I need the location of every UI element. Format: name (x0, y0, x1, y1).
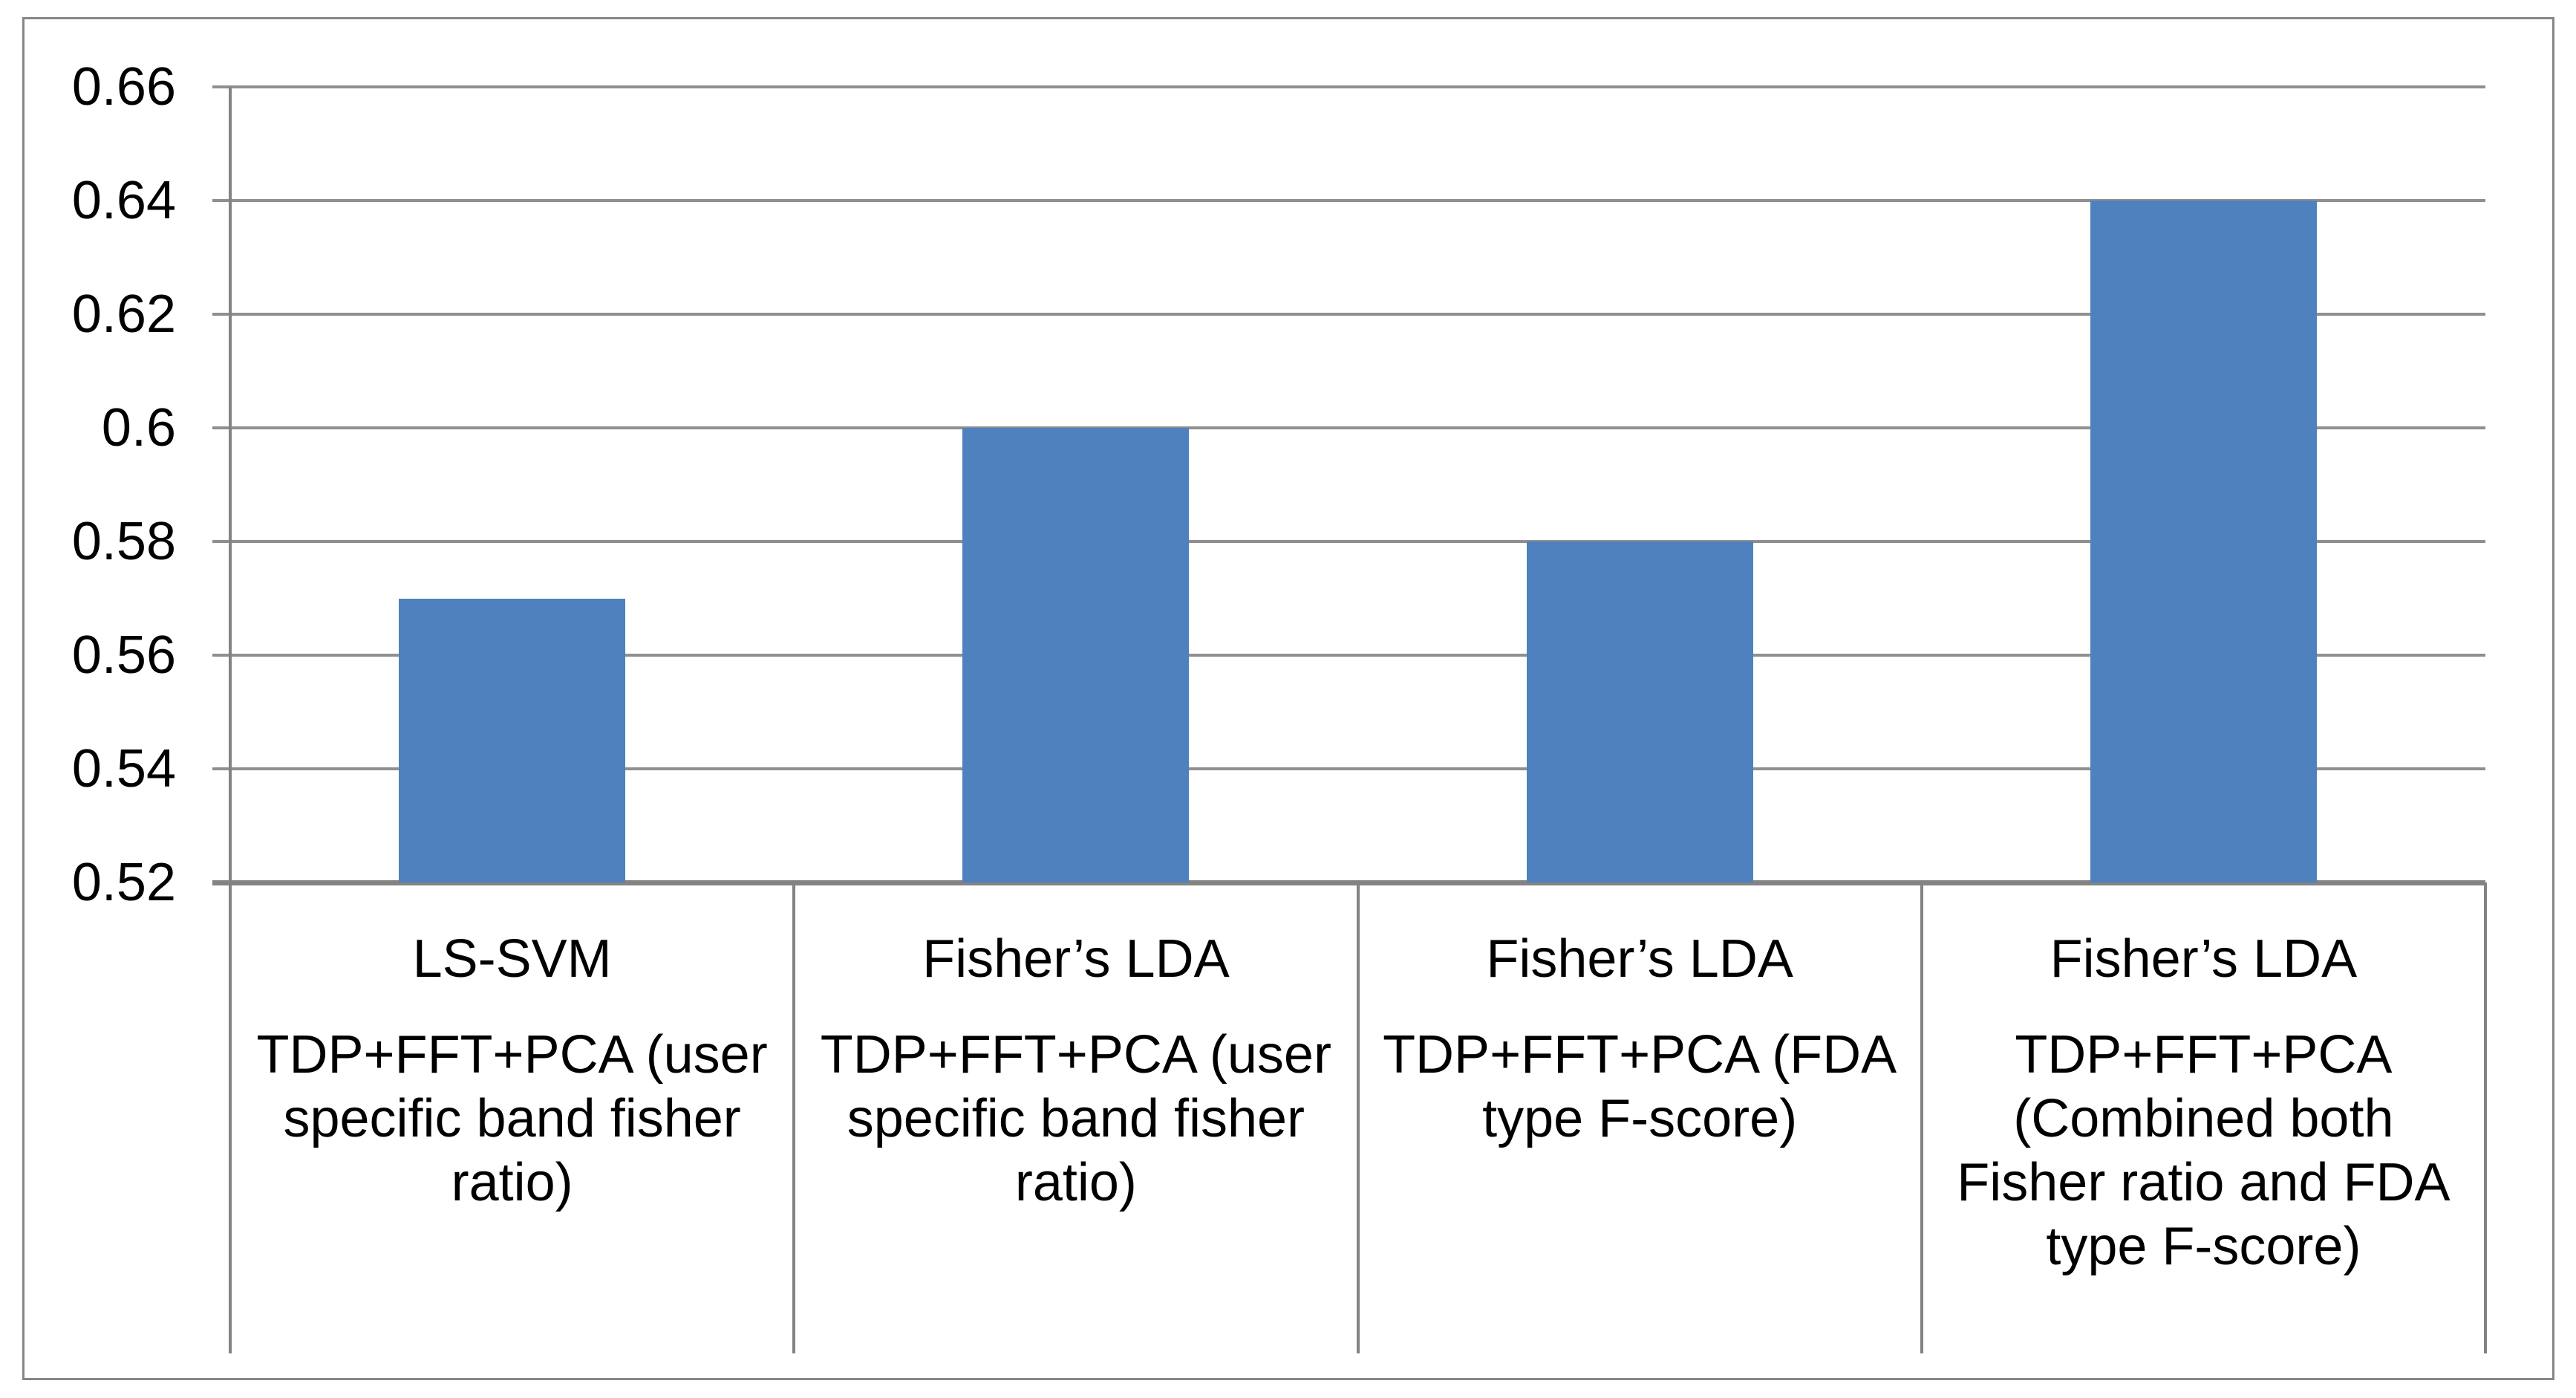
y-gridline (212, 654, 2485, 657)
y-tick-label: 0.52 (71, 853, 176, 912)
bar-2 (962, 428, 1190, 882)
category-classifier-label: LS-SVM (412, 929, 612, 989)
y-tick-label: 0.66 (71, 57, 176, 117)
category-feature-label: TDP+FFT+PCA (Combined both Fisher ratio … (1957, 1025, 2451, 1276)
category-feature-label: TDP+FFT+PCA (FDA type F-score) (1383, 1025, 1897, 1148)
category-classifier-label: Fisher’s LDA (1486, 929, 1793, 989)
category-feature-label: TDP+FFT+PCA (user specific band fisher r… (820, 1025, 1331, 1212)
y-gridline (212, 540, 2485, 543)
category-separator (792, 882, 796, 1353)
category-separator (1356, 882, 1360, 1353)
category-separator (1920, 882, 1923, 1353)
y-tick-label: 0.64 (71, 171, 176, 230)
category-classifier-label: Fisher’s LDA (922, 929, 1230, 989)
y-tick-label: 0.56 (71, 625, 176, 685)
category-label-cell: Fisher’s LDA TDP+FFT+PCA (FDA type F-scor… (1358, 882, 1922, 1151)
y-tick-label: 0.58 (71, 512, 176, 571)
category-feature-label: TDP+FFT+PCA (user specific band fisher r… (256, 1025, 768, 1212)
y-tick-label: 0.54 (71, 739, 176, 799)
category-axis-line (212, 880, 2485, 885)
y-gridline (212, 313, 2485, 316)
y-tick-label: 0.6 (101, 398, 176, 458)
category-separator (2484, 882, 2487, 1353)
bar-1 (399, 598, 626, 882)
y-axis-line (229, 87, 232, 1353)
y-gridline (212, 767, 2485, 770)
y-tick-label: 0.62 (71, 285, 176, 344)
bar-3 (1526, 542, 1753, 882)
y-gridline (212, 199, 2485, 202)
category-label-cell: LS-SVM TDP+FFT+PCA (user specific band fi… (230, 882, 794, 1215)
category-classifier-label: Fisher’s LDA (2050, 929, 2358, 989)
bar-4 (2090, 201, 2317, 882)
y-gridline (212, 85, 2485, 88)
category-label-cell: Fisher’s LDA TDP+FFT+PCA (user specific b… (794, 882, 1357, 1215)
y-gridline (212, 426, 2485, 429)
category-label-cell: Fisher’s LDA TDP+FFT+PCA (Combined both F… (1922, 882, 2485, 1278)
